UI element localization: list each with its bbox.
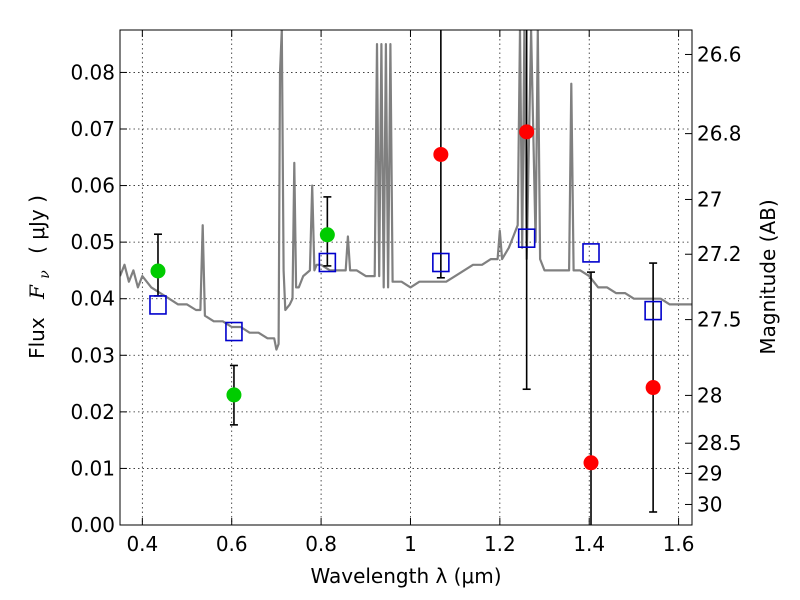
model-square-marker: [318, 252, 337, 273]
svg-text:Flux F ν ( μ: Flux F ν ( μJy ): [25, 195, 54, 359]
nondetection-marker: [583, 455, 599, 471]
y-axis-title-subscript: ν: [37, 270, 53, 279]
y2-tick-label: 26.8: [697, 122, 742, 146]
y-tick-label: 0.03: [70, 343, 115, 367]
x-tick-label: 1.4: [573, 532, 605, 556]
y-tick-label: 0.08: [70, 60, 115, 84]
y2-tick-label: 30: [697, 492, 722, 516]
detection-marker: [226, 387, 242, 403]
plot-frame: [119, 29, 693, 526]
model-square-marker: [644, 300, 662, 321]
x-axis-title: Wavelength λ (μm): [310, 564, 501, 588]
spectrum-line: [120, 30, 692, 351]
y-tick-label: 0.00: [70, 513, 115, 537]
spectrum-layer: [120, 30, 692, 351]
x-tick-label: 0.8: [305, 532, 337, 556]
y-tick-label: 0.07: [70, 117, 115, 141]
y2-tick-label: 27.5: [697, 308, 742, 332]
model-square-marker: [517, 228, 536, 248]
y2-tick-label: 27: [697, 187, 722, 211]
model-square-marker: [432, 252, 450, 273]
model-square-marker: [582, 243, 600, 263]
y-tick-label: 0.02: [70, 400, 115, 424]
errorbar-layer: [153, 30, 658, 525]
nondetection-marker: [433, 146, 449, 162]
grid: [120, 30, 692, 526]
y2-tick-label: 27.2: [697, 242, 742, 266]
x-tick-label: 1.2: [484, 532, 516, 556]
x-tick-label: 0.6: [216, 532, 248, 556]
nondetection-marker: [519, 124, 535, 140]
detection-marker: [150, 263, 166, 279]
x-tick-label: 1: [404, 532, 417, 556]
y-axis-title-unit: ( μJy ): [25, 195, 49, 254]
model-square-marker: [225, 321, 243, 342]
y-axis-title: Flux F ν ( μJy ): [25, 195, 54, 359]
nondetection-marker: [645, 380, 661, 396]
x-tick-label: 1.6: [663, 532, 695, 556]
y-tick-label: 0.01: [70, 456, 115, 480]
detection-marker: [319, 227, 335, 243]
tick-layer: 0.4 0.6 0.8 1 1.2 1.4 1.6 0.00 0.01 0.02 0.03 0.04 0…: [70, 30, 742, 556]
y-tick-label: 0.05: [70, 230, 115, 254]
y-tick-label: 0.04: [70, 287, 115, 311]
model-square-marker: [149, 295, 167, 315]
y-tick-label: 0.06: [70, 174, 115, 198]
y2-tick-label: 28: [697, 383, 722, 407]
y-axis-title-flux: Flux: [25, 317, 49, 359]
y2-tick-label: 29: [697, 461, 722, 485]
y2-tick-label: 26.6: [697, 42, 742, 66]
y2-tick-label: 28.5: [697, 431, 742, 455]
y2-axis-title: Magnitude (AB): [756, 199, 780, 354]
y-axis-title-symbol: F: [25, 284, 49, 300]
x-tick-label: 0.4: [126, 532, 158, 556]
marker-layer: [149, 124, 662, 471]
